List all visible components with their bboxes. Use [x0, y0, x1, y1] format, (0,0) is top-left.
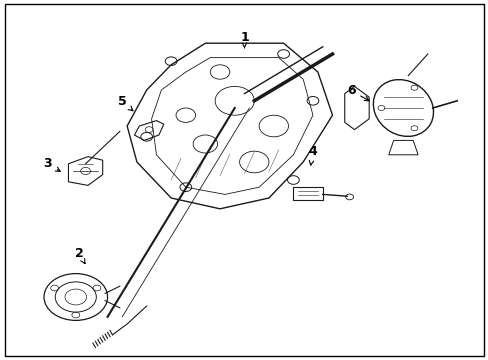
Text: 6: 6 — [346, 84, 368, 101]
Bar — [293, 187, 322, 200]
Text: 3: 3 — [43, 157, 60, 171]
Text: 2: 2 — [75, 247, 85, 264]
Text: 1: 1 — [240, 31, 248, 48]
Text: 5: 5 — [118, 95, 133, 111]
Text: 4: 4 — [308, 145, 317, 165]
